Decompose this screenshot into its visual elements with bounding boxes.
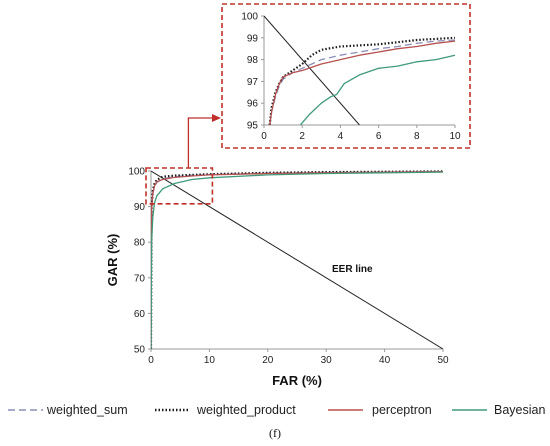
main-y-tick-label: 70	[134, 273, 146, 284]
zoom-region-box	[145, 167, 214, 205]
main-series-weighted-product	[151, 170, 444, 349]
main-series-perceptron	[151, 171, 444, 349]
legend: weighted_sum weighted_product perceptron Ba…	[8, 403, 545, 417]
legend-label-weighted-sum: weighted_sum	[46, 403, 128, 417]
inset-y-tick-label: 95	[247, 121, 259, 132]
inset-x-tick-label: 10	[449, 131, 461, 142]
main-y-axis-title: GAR (%)	[105, 234, 120, 287]
main-series-bayesian	[151, 171, 444, 349]
main-x-tick-label: 50	[437, 355, 449, 366]
legend-label-perceptron: perceptron	[372, 403, 432, 417]
inset-chart: 0 2 4 6 8 10 95 96 97 98 99 100	[241, 12, 461, 143]
inset-series-perceptron	[269, 40, 456, 125]
figure-label: (f)	[269, 426, 281, 440]
main-x-tick-label: 0	[148, 355, 154, 366]
main-y-tick-label: 60	[134, 309, 146, 320]
inset-y-tick-label: 99	[247, 33, 259, 44]
inset-series-bayesian	[299, 54, 456, 125]
inset-y-tick-label: 100	[241, 12, 258, 23]
inset-series-weighted-product	[268, 36, 456, 125]
zoom-annotation	[145, 3, 471, 205]
legend-label-weighted-product: weighted_product	[196, 403, 296, 417]
main-x-axis-title: FAR (%)	[272, 373, 322, 388]
inset-x-tick-label: 8	[414, 131, 420, 142]
inset-y-tick-label: 98	[247, 55, 259, 66]
inset-y-tick-label: 96	[247, 99, 259, 110]
main-y-tick-label: 90	[134, 202, 146, 213]
main-y-tick-label: 50	[134, 345, 146, 356]
inset-x-tick-label: 6	[376, 131, 382, 142]
inset-x-tick-label: 2	[299, 131, 305, 142]
main-x-tick-label: 20	[262, 355, 274, 366]
main-x-tick-label: 40	[379, 355, 391, 366]
legend-label-bayesian: Bayesian	[494, 403, 545, 417]
main-x-tick-label: 10	[204, 355, 216, 366]
zoom-connector	[187, 117, 214, 168]
inset-y-tick-label: 97	[247, 77, 259, 88]
main-y-tick-label: 100	[128, 167, 145, 178]
main-x-tick-label: 30	[321, 355, 333, 366]
zoom-arrowhead	[212, 114, 221, 122]
main-eer-line	[151, 170, 444, 349]
inset-series-weighted-sum	[269, 39, 456, 125]
inset-frame	[221, 3, 471, 149]
eer-line-label: EER line	[332, 264, 373, 275]
inset-x-tick-label: 4	[338, 131, 344, 142]
main-y-tick-label: 80	[134, 238, 146, 249]
inset-eer-line	[264, 15, 360, 125]
main-chart: 0 10 20 30 40 50 50 60 70 80 90 100 FAR (%) GAR (%) EE…	[105, 167, 449, 389]
inset-x-tick-label: 0	[261, 131, 267, 142]
